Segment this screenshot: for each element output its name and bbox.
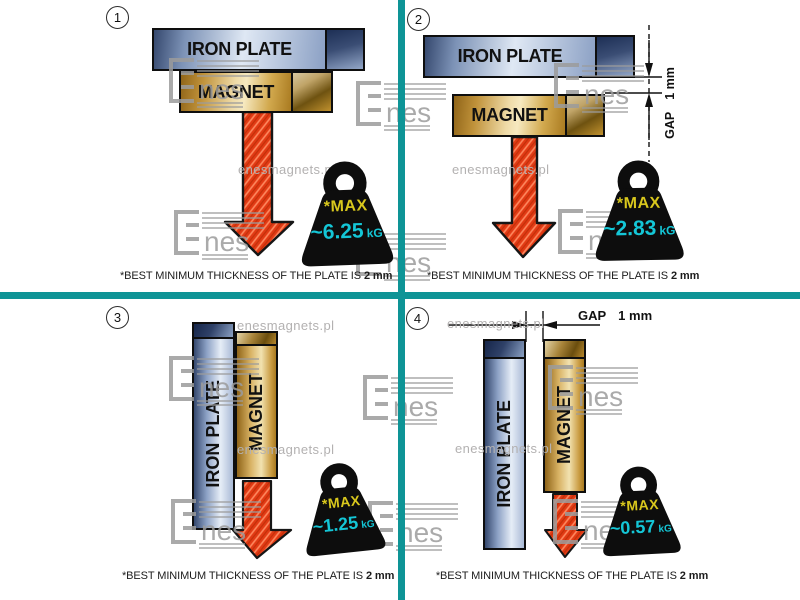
footnote: *BEST MINIMUM THICKNESS OF THE PLATE IS … xyxy=(427,270,700,282)
panel-4-badge: 4 xyxy=(406,307,429,330)
weight-icon: *MAX ~6.25 kG xyxy=(291,159,401,271)
iron-plate-label: IRON PLATE xyxy=(203,379,223,488)
divider-horizontal xyxy=(0,292,800,299)
magnet-end-face xyxy=(565,96,603,135)
pull-force-arrow-icon xyxy=(491,135,557,259)
max-label: *MAX xyxy=(616,194,661,213)
divider-vertical xyxy=(398,0,405,600)
magnet-label: MAGNET xyxy=(197,81,275,102)
force-value: ~2.83 xyxy=(603,216,657,241)
svg-text:nes: nes xyxy=(386,97,431,128)
gap-label: GAP1 mm xyxy=(663,67,677,139)
force-value: ~6.25 xyxy=(310,219,365,245)
magnet-end-face xyxy=(237,333,276,346)
iron-plate-label: IRON PLATE xyxy=(494,399,514,508)
iron-plate-end-face xyxy=(595,37,633,76)
magnet-bar: MAGNET xyxy=(452,94,605,137)
iron-plate-bar: IRON PLATE xyxy=(483,339,526,550)
force-unit: kG xyxy=(658,523,673,535)
footnote: *BEST MINIMUM THICKNESS OF THE PLATE IS … xyxy=(435,570,709,582)
weight-icon: *MAX ~0.57 kG xyxy=(593,462,688,563)
iron-plate-bar: IRON PLATE xyxy=(423,35,635,78)
iron-plate-end-face xyxy=(325,30,363,69)
magnet-end-face xyxy=(291,73,331,111)
magnet-label: MAGNET xyxy=(246,372,266,451)
iron-plate-label: IRON PLATE xyxy=(457,46,563,66)
iron-plate-label: IRON PLATE xyxy=(187,39,292,59)
gap-dimension xyxy=(605,25,662,162)
footnote: *BEST MINIMUM THICKNESS OF THE PLATE IS … xyxy=(120,270,393,282)
magnet-bar: MAGNET xyxy=(543,339,586,493)
footnote: *BEST MINIMUM THICKNESS OF THE PLATE IS … xyxy=(122,570,395,582)
iron-plate-bar: IRON PLATE xyxy=(152,28,365,71)
magnet-end-face xyxy=(545,341,584,359)
iron-plate-end-face xyxy=(485,341,524,359)
force-unit: kG xyxy=(366,226,383,241)
magnet-bar: MAGNET xyxy=(179,71,333,113)
enes-logo-watermark: nes xyxy=(363,375,453,425)
max-label: *MAX xyxy=(323,196,368,216)
pull-force-arrow-icon xyxy=(544,493,588,558)
gap-dimension xyxy=(448,311,600,342)
panel-1-badge: 1 xyxy=(106,6,129,29)
force-unit: kG xyxy=(360,519,376,532)
force-value: ~1.25 xyxy=(311,512,360,538)
weight-icon: *MAX ~1.25 kG xyxy=(291,456,393,562)
panel-2-badge: 2 xyxy=(407,8,430,31)
force-value: ~0.57 xyxy=(609,516,656,539)
panel-3-badge: 3 xyxy=(106,306,129,329)
magnet-label: MAGNET xyxy=(554,386,574,464)
iron-plate-bar: IRON PLATE xyxy=(192,322,235,530)
iron-plate-end-face xyxy=(194,324,233,339)
pull-force-arrow-icon xyxy=(223,110,295,257)
weight-icon: *MAX ~2.83 kG xyxy=(587,159,691,265)
force-unit: kG xyxy=(659,223,676,238)
magnet-bar: MAGNET xyxy=(235,331,278,479)
pull-force-arrow-icon xyxy=(231,480,293,560)
magnet-label: MAGNET xyxy=(471,105,548,125)
